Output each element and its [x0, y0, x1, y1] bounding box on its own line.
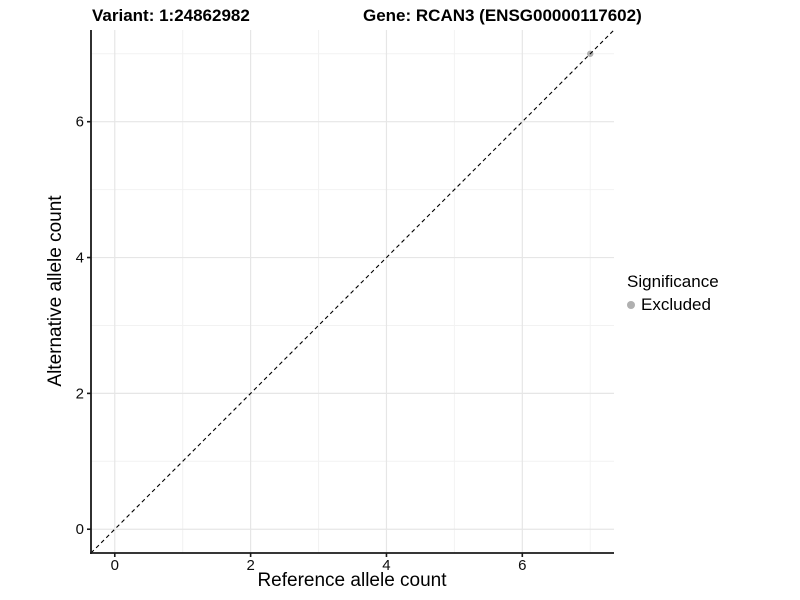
- variant-title: Variant: 1:24862982: [92, 6, 250, 25]
- identity-reference-line: [90, 29, 615, 554]
- excluded-point-icon: [627, 301, 635, 310]
- x-axis-title: Reference allele count: [257, 570, 447, 591]
- legend-item-label: Excluded: [641, 295, 711, 315]
- y-tick-label: 6: [76, 114, 84, 131]
- y-tick-label: 2: [76, 385, 84, 402]
- x-tick-label: 0: [111, 557, 119, 574]
- x-tick-label: 2: [246, 557, 254, 574]
- legend-item-excluded: Excluded: [627, 295, 719, 315]
- x-tick-label: 6: [518, 557, 526, 574]
- y-tick-label: 0: [76, 521, 84, 538]
- legend-title: Significance: [627, 272, 719, 291]
- y-tick-label: 4: [76, 250, 84, 267]
- gene-title: Gene: RCAN3 (ENSG00000117602): [363, 6, 642, 25]
- x-tick-label: 4: [382, 557, 390, 574]
- legend: Significance Excluded: [627, 272, 719, 315]
